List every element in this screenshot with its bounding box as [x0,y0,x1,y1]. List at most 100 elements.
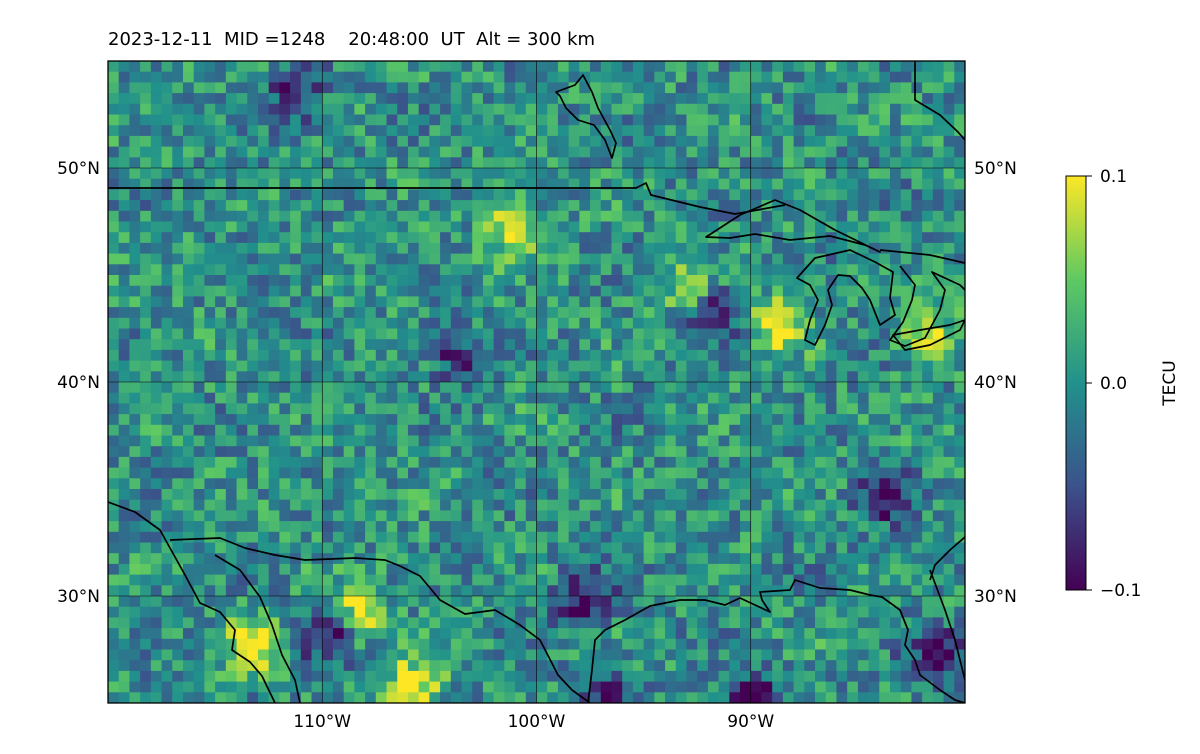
heatmap-cell [686,328,698,340]
heatmap-cell [825,531,838,544]
heatmap-cell [365,371,377,383]
heatmap-cell [665,232,677,244]
heatmap-cell [386,200,398,212]
heatmap-cell [825,200,838,212]
heatmap-cell [793,660,805,672]
heatmap-cell [225,61,238,73]
heatmap-cell [611,168,623,180]
heatmap-cell [857,264,870,276]
heatmap-cell [150,382,163,394]
atlantic-coast [929,536,965,581]
heatmap-cell [922,681,934,693]
heatmap-cell [418,467,430,479]
heatmap-cell [879,103,891,116]
heatmap-cell [268,585,280,597]
heatmap-cell [429,307,441,319]
heatmap-cell [215,328,227,340]
heatmap-cell [557,446,570,458]
heatmap-cell [193,232,206,244]
heatmap-cell [247,435,259,447]
heatmap-cell [686,135,698,148]
heatmap-cell [954,103,965,116]
heatmap-cell [354,499,366,511]
heatmap-cell [836,649,848,661]
heatmap-cell [643,82,655,94]
heatmap-cell [450,210,463,223]
heatmap-cell [547,467,559,479]
heatmap-cell [247,596,259,608]
heatmap-cell [825,585,838,597]
heatmap-cell [193,93,206,105]
heatmap-cell [857,168,870,180]
heatmap-cell [108,232,120,244]
heatmap-cell [740,382,752,394]
heatmap-cell [172,585,184,597]
heatmap-cell [857,692,870,703]
heatmap-cell [440,371,452,383]
heatmap-cell [568,210,580,223]
heatmap-cell [504,585,516,597]
heatmap-cell [172,574,184,586]
heatmap-cell [225,82,238,94]
heatmap-cell [590,242,602,255]
heatmap-cell [407,275,420,287]
heatmap-cell [857,146,870,158]
heatmap-cell [568,382,580,394]
heatmap-cell [622,435,634,447]
heatmap-cell [504,349,516,362]
heatmap-cell [225,242,238,255]
heatmap-cell [204,210,216,223]
heatmap-cell [590,596,602,608]
heatmap-cell [825,146,838,158]
heatmap-cell [504,617,516,629]
heatmap-cell [525,660,538,672]
heatmap-cell [729,114,741,126]
heatmap-cell [375,93,388,105]
heatmap-cell [900,456,913,469]
heatmap-cell [493,200,505,212]
heatmap-cell [472,574,484,586]
heatmap-cell [182,157,195,169]
heatmap-cell [911,392,923,404]
heatmap-cell [932,157,945,169]
heatmap-cell [482,275,495,287]
heatmap-cell [825,242,838,255]
heatmap-cell [472,371,484,383]
heatmap-cell [547,617,559,629]
heatmap-cell [247,253,259,265]
heatmap-cell [386,670,398,683]
heatmap-cell [450,670,463,683]
heatmap-cell [140,510,152,522]
heatmap-cell [600,339,613,351]
heatmap-cell [375,264,388,276]
heatmap-cell [290,157,302,169]
heatmap-cell [665,660,677,672]
heatmap-cell [161,585,173,597]
heatmap-cell [911,275,923,287]
heatmap-cell [450,510,463,522]
heatmap-cell [108,531,120,544]
heatmap-cell [268,617,280,629]
heatmap-cell [193,467,206,479]
heatmap-cell [118,285,131,297]
heatmap-cell [611,499,623,511]
heatmap-cell [729,596,741,608]
heatmap-cell [847,670,859,683]
heatmap-cell [729,371,741,383]
heatmap-cell [450,125,463,137]
heatmap-cell [857,510,870,522]
heatmap-cell [375,349,388,362]
heatmap-cell [150,403,163,415]
heatmap-cell [504,670,516,683]
heatmap-cell [279,200,291,212]
heatmap-cell [815,242,827,255]
heatmap-cell [268,328,280,340]
heatmap-cell [782,628,795,640]
heatmap-cell [204,617,216,629]
heatmap-cell [932,521,945,533]
heatmap-cell [332,178,345,190]
heatmap-cell [547,371,559,383]
heatmap-cell [322,435,334,447]
heatmap-cell [279,103,291,116]
heatmap-cell [932,317,945,330]
